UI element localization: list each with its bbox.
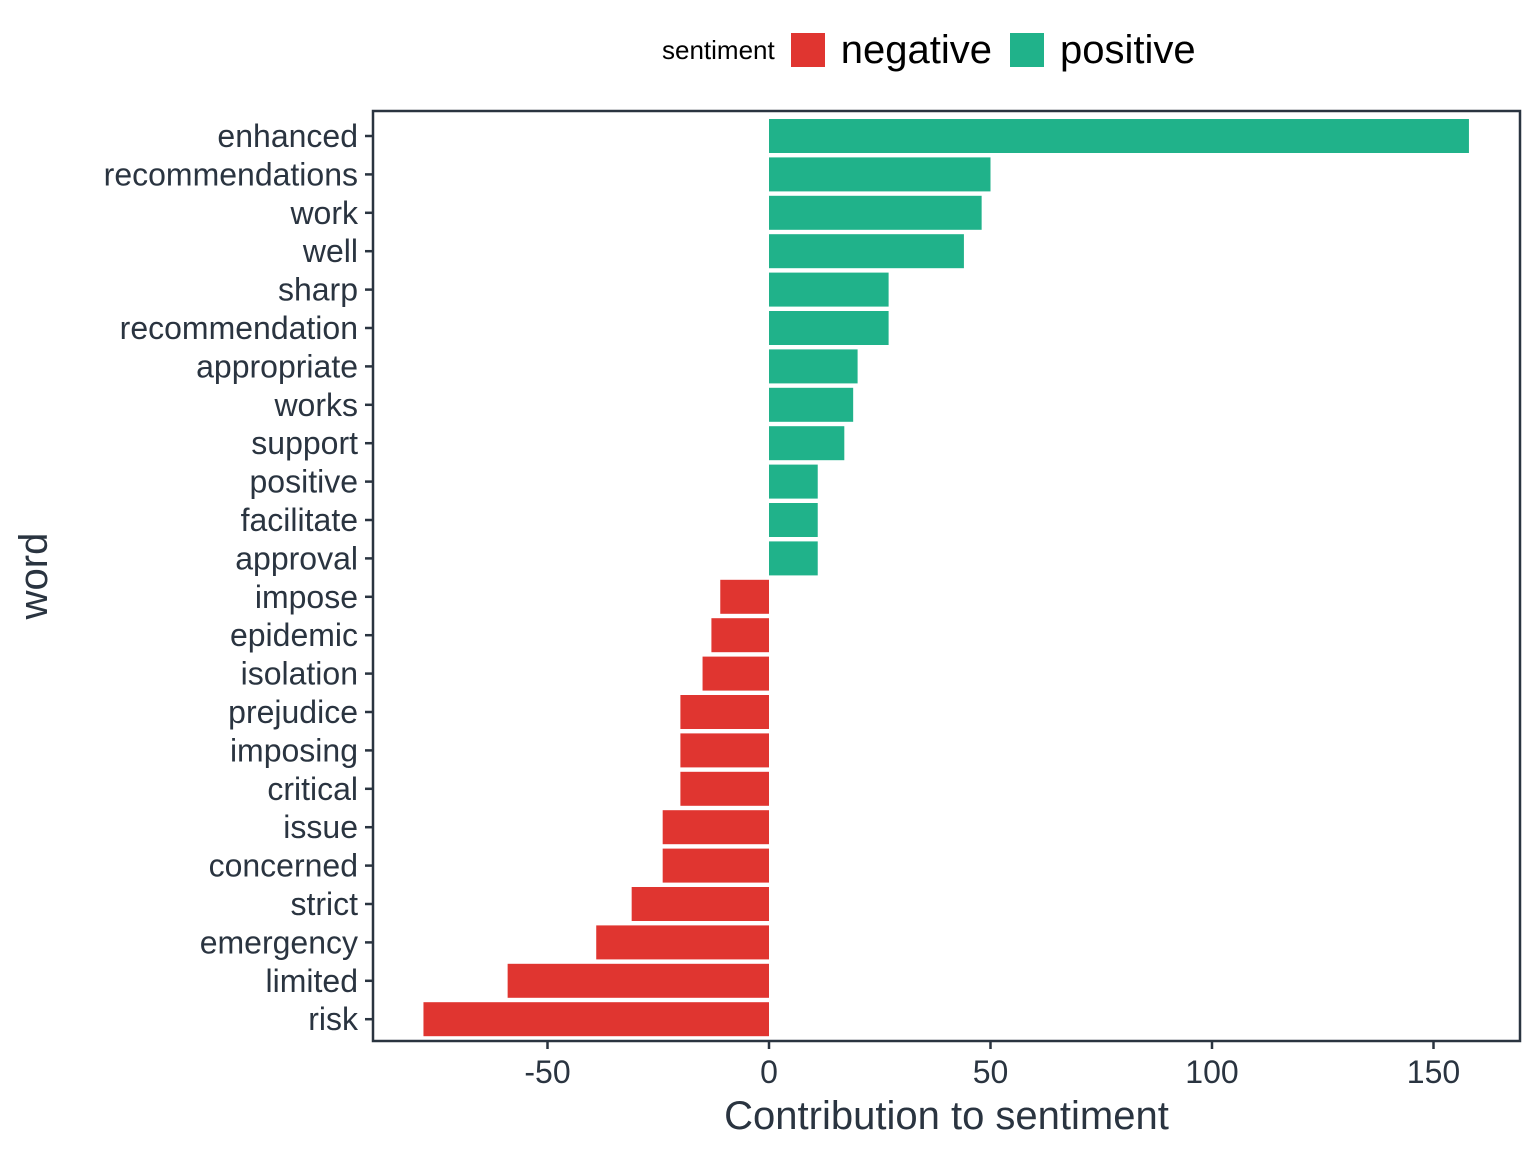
- legend-item-negative: negative: [790, 27, 992, 73]
- y-tick-label: strict: [290, 886, 358, 922]
- bar-work: [769, 195, 982, 230]
- plot-panel-border: [371, 109, 1522, 1043]
- y-tick-label: well: [302, 233, 358, 269]
- y-tick-label: work: [289, 195, 359, 231]
- bar-critical: [680, 771, 769, 806]
- y-tick-label: risk: [308, 1001, 359, 1037]
- bar-sharp: [769, 272, 889, 307]
- y-tick-label: limited: [266, 963, 358, 999]
- x-axis: -50 0 50 100 150: [524, 1041, 1460, 1090]
- y-tick-label: imposing: [230, 732, 358, 768]
- bar-impose: [720, 579, 769, 614]
- y-tick-label: issue: [283, 809, 358, 845]
- y-tick-label: positive: [250, 464, 359, 500]
- bar-strict: [631, 887, 769, 921]
- bar-facilitate: [769, 503, 818, 537]
- x-tick-label: 0: [760, 1054, 778, 1090]
- bar-emergency: [596, 925, 769, 960]
- bar-issue: [662, 810, 769, 845]
- y-tick-label: critical: [267, 771, 358, 807]
- bar-recommendations: [769, 157, 991, 192]
- y-tick-label: appropriate: [196, 348, 358, 384]
- y-tick-label: sharp: [278, 272, 358, 308]
- legend-swatch-negative: [790, 33, 825, 67]
- bar-support: [769, 426, 845, 461]
- x-tick-label: -50: [524, 1054, 570, 1090]
- x-tick-label: 100: [1185, 1054, 1238, 1090]
- y-tick-label: emergency: [200, 924, 358, 960]
- bar-epidemic: [711, 618, 769, 653]
- bar-risk: [423, 1002, 769, 1037]
- legend-swatch-positive: [1009, 33, 1044, 67]
- x-axis-title: Contribution to sentiment: [724, 1094, 1169, 1138]
- y-tick-label: enhanced: [217, 118, 358, 154]
- bars-layer: [423, 119, 1469, 1037]
- y-tick-label: epidemic: [230, 617, 358, 653]
- bar-positive: [769, 464, 818, 499]
- x-tick-label: 150: [1407, 1054, 1460, 1090]
- legend-item-positive: positive: [1009, 27, 1196, 73]
- y-tick-label: concerned: [209, 848, 358, 884]
- y-axis: enhancedrecommendationsworkwellsharpreco…: [104, 118, 373, 1037]
- y-tick-label: facilitate: [241, 502, 358, 538]
- y-tick-label: approval: [235, 540, 358, 576]
- legend-title: sentiment: [662, 34, 775, 65]
- legend: sentiment negative positive: [662, 28, 1214, 72]
- bar-concerned: [662, 848, 769, 883]
- y-tick-label: prejudice: [228, 694, 358, 730]
- y-tick-label: recommendation: [120, 310, 358, 346]
- bar-imposing: [680, 733, 769, 768]
- bar-enhanced: [769, 119, 1469, 153]
- x-tick-label: 50: [973, 1054, 1009, 1090]
- bar-approval: [769, 541, 818, 576]
- y-tick-label: impose: [255, 579, 358, 615]
- legend-label-positive: positive: [1059, 27, 1196, 72]
- bar-works: [769, 387, 854, 422]
- legend-label-negative: negative: [840, 27, 992, 72]
- bar-isolation: [702, 656, 769, 691]
- bar-prejudice: [680, 695, 769, 729]
- y-axis-title: word: [12, 533, 56, 621]
- bar-well: [769, 234, 964, 269]
- y-tick-label: isolation: [241, 656, 358, 692]
- bar-appropriate: [769, 349, 858, 384]
- y-tick-label: works: [273, 387, 358, 423]
- y-tick-label: recommendations: [104, 156, 358, 192]
- bar-limited: [507, 963, 769, 998]
- y-tick-label: support: [251, 425, 358, 461]
- bar-recommendation: [769, 311, 889, 345]
